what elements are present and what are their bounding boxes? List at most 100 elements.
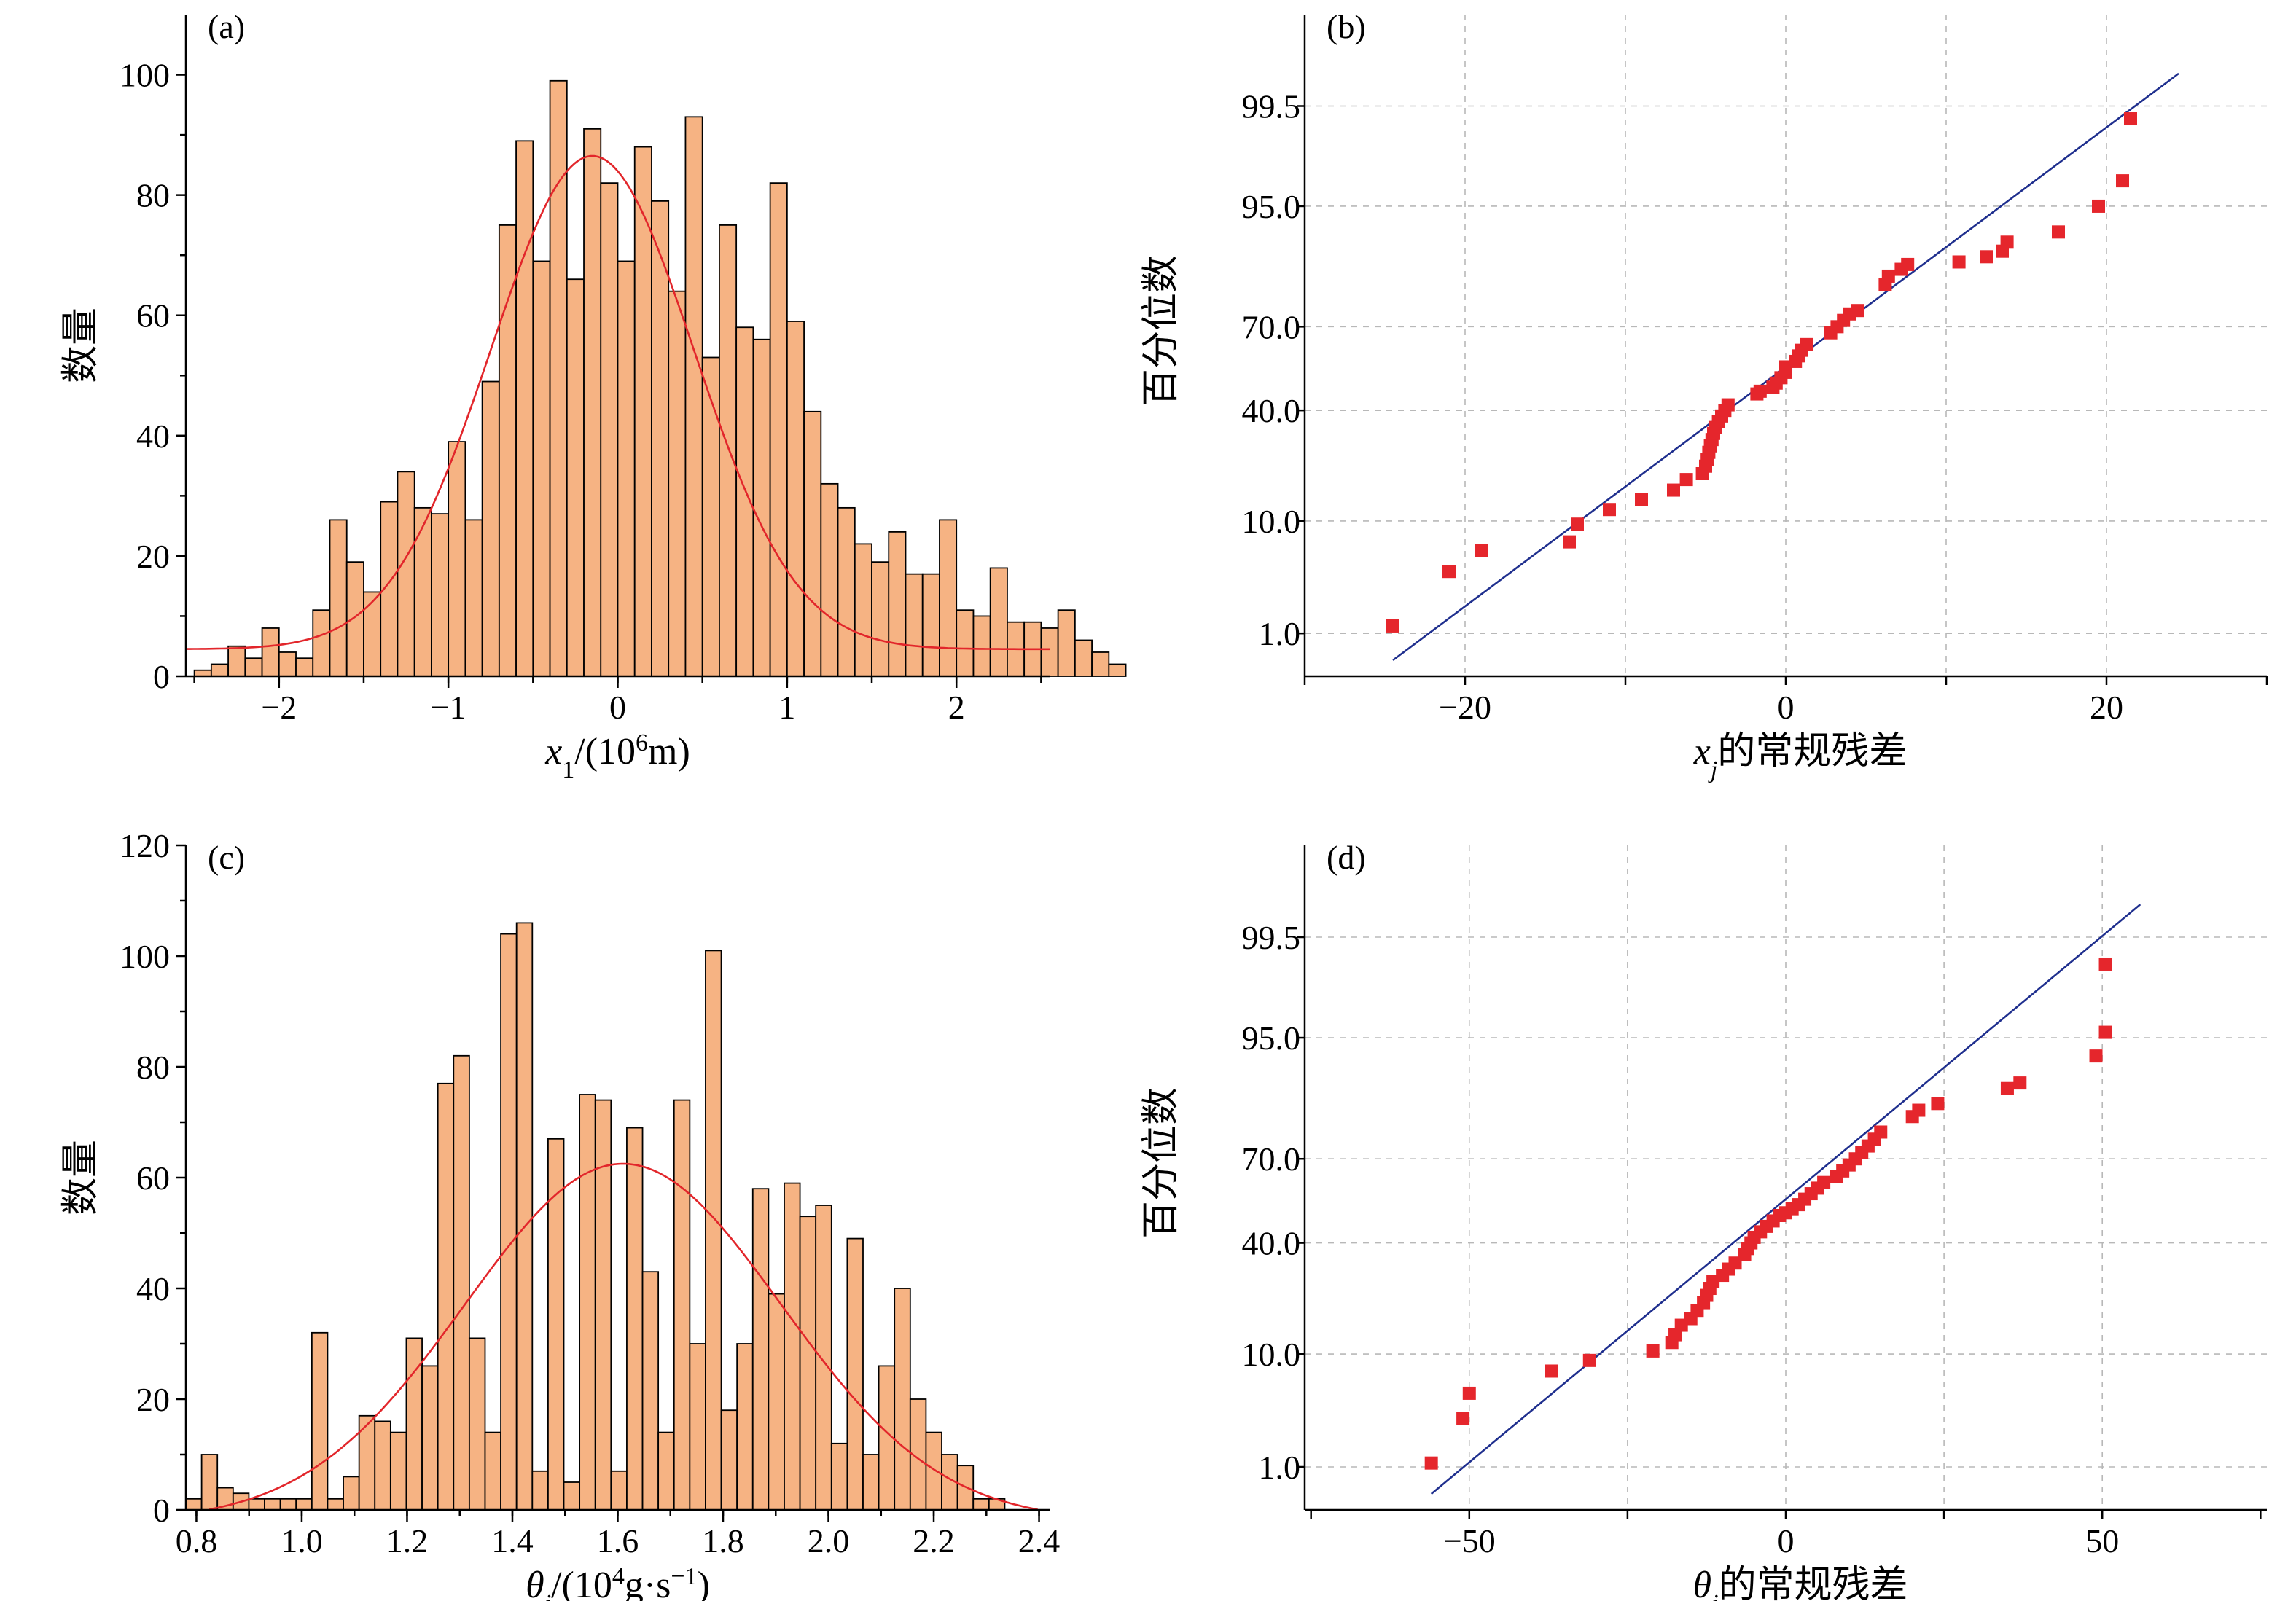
- data-point: [1721, 398, 1735, 412]
- histogram-bar: [894, 1288, 911, 1511]
- data-point: [1646, 1344, 1660, 1358]
- x-label-unit-rest: g·s: [625, 1565, 671, 1601]
- x-label-subscript: j: [1708, 756, 1717, 783]
- data-point: [1980, 250, 1993, 264]
- data-point: [1667, 483, 1680, 497]
- x-tick-label: 0: [1778, 689, 1795, 726]
- x-tick-label: 1.8: [702, 1522, 744, 1559]
- y-tick-label: 60: [136, 297, 170, 334]
- histogram-bar: [768, 1293, 785, 1511]
- histogram-bar: [500, 933, 518, 1511]
- y-tick-label: 100: [120, 938, 170, 975]
- data-point: [1851, 304, 1864, 318]
- x-tick-label: 0.8: [176, 1522, 218, 1559]
- histogram-bar: [264, 1498, 281, 1511]
- x-label-superscript: 6: [636, 729, 648, 756]
- data-point: [1442, 565, 1456, 579]
- panel-label: (b): [1327, 8, 1366, 45]
- y-tick-label: 95.0: [1242, 1019, 1301, 1057]
- histogram-bar: [830, 1442, 848, 1511]
- histogram-bar: [468, 1337, 486, 1511]
- y-tick-label: 100: [120, 57, 170, 94]
- histogram-bar: [972, 1498, 990, 1511]
- data-point: [1456, 1412, 1470, 1425]
- x-tick-label: −2: [261, 689, 297, 726]
- y-axis-label: 百分位数: [1141, 255, 1182, 407]
- y-tick-label: 60: [136, 1159, 170, 1197]
- histogram-bar: [278, 651, 297, 677]
- y-tick-label: 1.0: [1259, 615, 1301, 652]
- histogram-bar: [925, 1431, 942, 1511]
- y-tick-label: 40: [136, 1270, 170, 1307]
- x-tick-label: 1.0: [281, 1522, 323, 1559]
- histogram-bar: [515, 140, 534, 677]
- histogram-bar: [374, 1420, 391, 1511]
- data-point: [1874, 1125, 1888, 1139]
- histogram-bar: [820, 482, 839, 677]
- histogram-bar: [363, 591, 382, 677]
- histogram-bar: [705, 950, 722, 1511]
- histogram-bar: [345, 561, 364, 677]
- y-tick-label: 80: [136, 177, 170, 214]
- y-tick-label: 120: [120, 827, 170, 864]
- x-label-unit-rest: m): [648, 731, 690, 772]
- y-tick-label: 20: [136, 538, 170, 575]
- histogram-bar: [846, 1237, 864, 1511]
- histogram-bar: [751, 1188, 770, 1511]
- reference-line: [1430, 904, 2141, 1495]
- x-tick-label: 1.4: [491, 1522, 534, 1559]
- x-label-unit: /(10: [574, 731, 636, 772]
- x-tick-label: 50: [2085, 1522, 2119, 1559]
- histogram-bar: [719, 224, 738, 677]
- histogram-bar: [769, 182, 788, 677]
- histogram-bar: [498, 224, 517, 677]
- histogram-bar: [799, 1216, 817, 1511]
- x-axis-label: xj的常规残差: [1693, 731, 1908, 783]
- data-point: [2092, 199, 2105, 213]
- histogram-bar: [312, 609, 331, 677]
- histogram-bar: [413, 506, 432, 677]
- x-axis-label: θj的常规残差: [1692, 1565, 1908, 1601]
- histogram-bar: [617, 260, 636, 677]
- histogram-bar: [610, 1470, 628, 1511]
- x-tick-label: 20: [2090, 689, 2123, 726]
- histogram-bar: [626, 1127, 644, 1511]
- y-axis-label: 百分位数: [1141, 1087, 1182, 1239]
- histogram-bar: [279, 1498, 297, 1511]
- y-tick-label: 20: [136, 1381, 170, 1418]
- histogram-bar: [1108, 663, 1127, 677]
- x-label-variable: x: [1693, 731, 1711, 772]
- histogram-bar: [515, 922, 534, 1511]
- x-label-subscript: j: [1709, 1590, 1718, 1601]
- histogram-bar: [641, 1271, 660, 1511]
- x-axis-label: x1/(106m): [544, 729, 690, 783]
- data-point: [1952, 255, 1966, 269]
- y-axis-label: 数量: [60, 1140, 102, 1216]
- histogram-bar: [1074, 639, 1093, 677]
- histogram-bar: [1091, 651, 1110, 677]
- histogram-bar: [389, 1431, 407, 1511]
- y-tick-label: 70.0: [1242, 308, 1301, 345]
- histogram-bar: [1040, 627, 1059, 677]
- x-axis-label: θj/(104g·s−1): [526, 1563, 710, 1601]
- data-point: [1475, 544, 1488, 557]
- histogram-bar: [185, 1498, 203, 1511]
- data-point: [1603, 503, 1616, 517]
- normal-fit-curve: [186, 154, 1050, 651]
- histogram-bar: [566, 278, 585, 677]
- y-tick-label: 80: [136, 1049, 170, 1086]
- data-point: [1931, 1097, 1945, 1111]
- y-tick-label: 99.5: [1242, 919, 1301, 956]
- histogram-bar: [295, 1498, 313, 1511]
- histogram-bar: [657, 1431, 675, 1511]
- y-tick-label: 1.0: [1259, 1449, 1301, 1486]
- y-tick-label: 70.0: [1242, 1140, 1301, 1178]
- x-tick-label: 2.2: [913, 1522, 955, 1559]
- data-point: [2052, 225, 2065, 239]
- histogram-bar: [563, 1481, 581, 1511]
- histogram-bar: [854, 543, 872, 677]
- histogram-bar: [871, 561, 890, 677]
- normal-fit-curve: [209, 1162, 1039, 1511]
- histogram-bar: [837, 506, 856, 677]
